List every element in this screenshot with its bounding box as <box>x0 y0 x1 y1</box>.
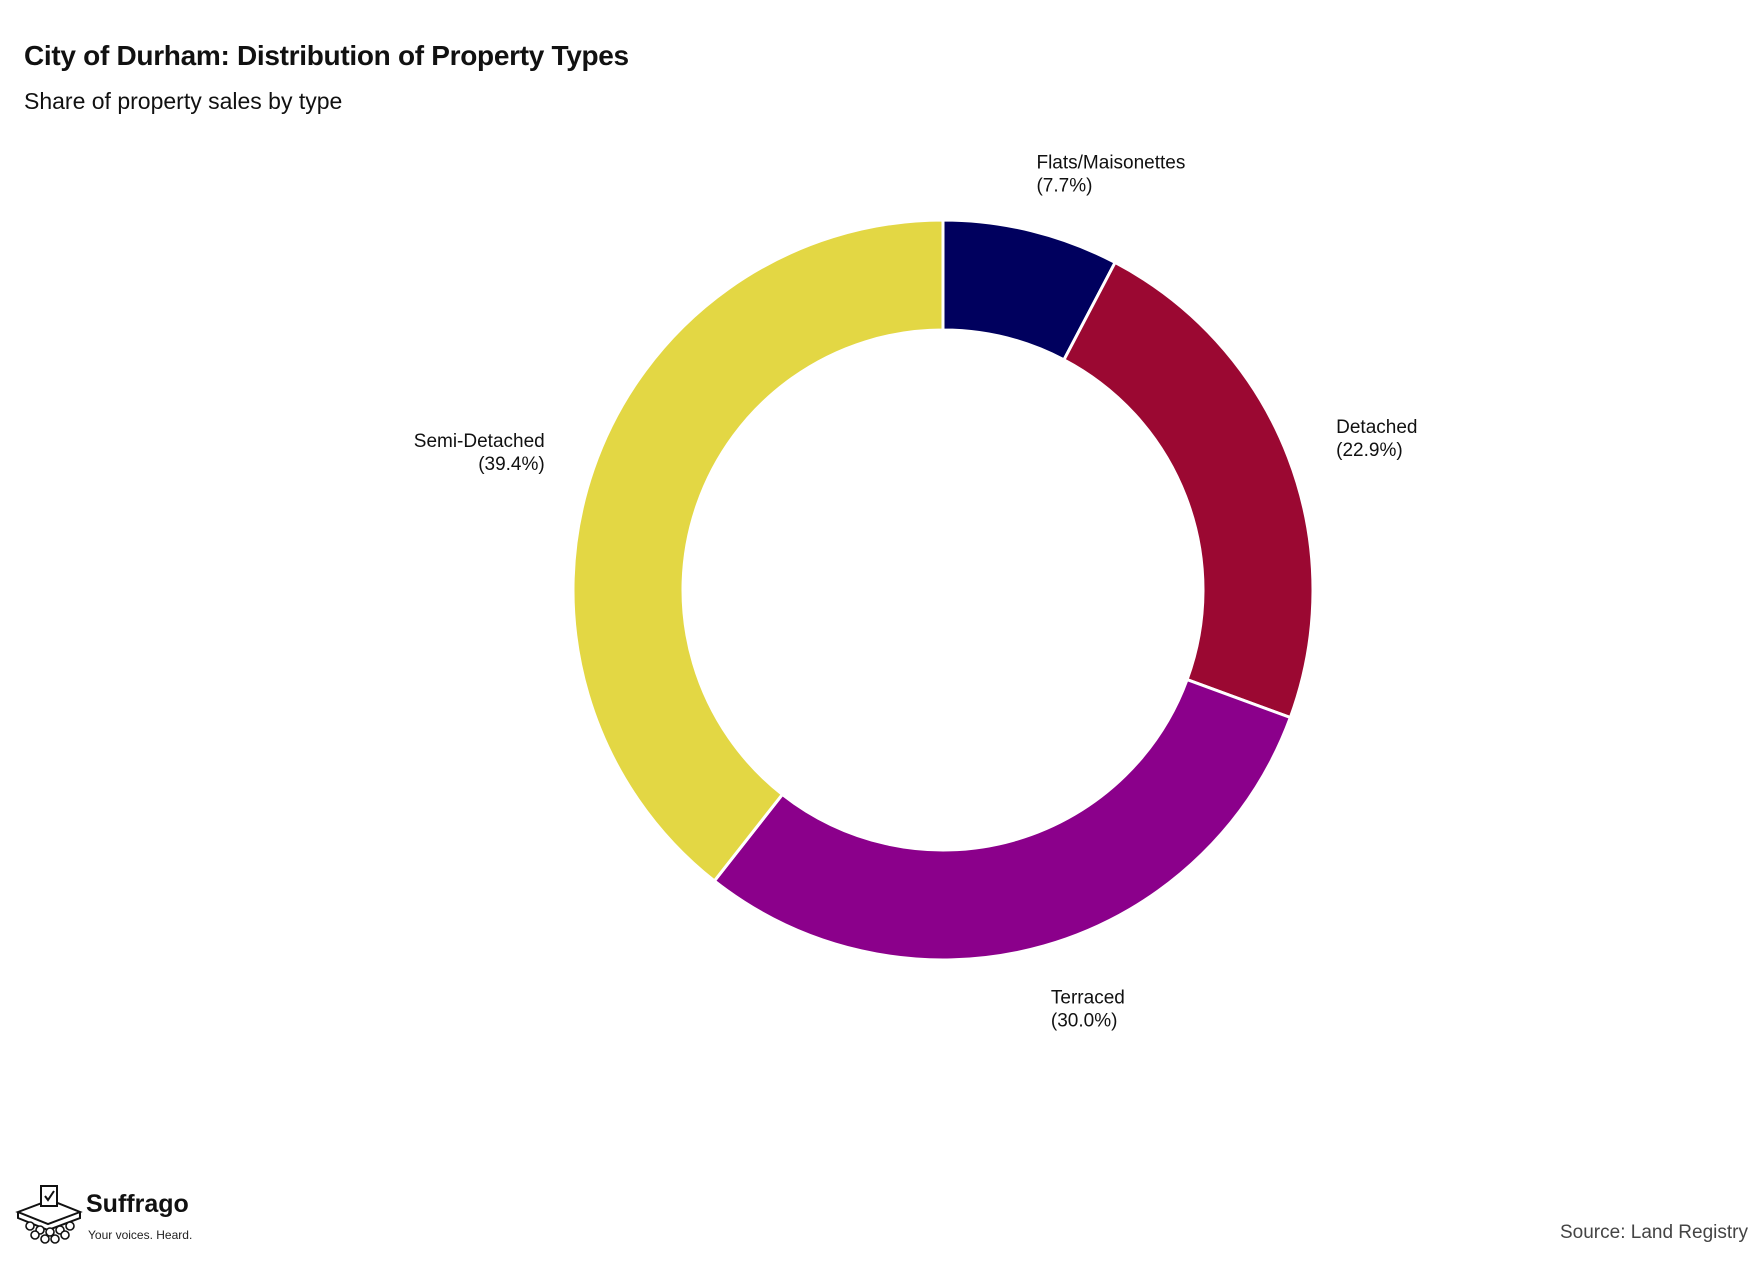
source-note: Source: Land Registry <box>1560 1222 1748 1243</box>
slice-label-name-3: Semi-Detached <box>414 431 545 452</box>
slice-label-pct-1: (22.9%) <box>1336 440 1403 461</box>
chart-title: City of Durham: Distribution of Property… <box>24 40 629 71</box>
brand-tagline: Your voices. Heard. <box>88 1228 193 1242</box>
slice-label-name-1: Detached <box>1336 417 1417 438</box>
slice-label-name-2: Terraced <box>1051 988 1125 1009</box>
slice-label-pct-3: (39.4%) <box>478 454 545 475</box>
slice-label-pct-2: (30.0%) <box>1051 1011 1118 1032</box>
slice-label-pct-0: (7.7%) <box>1036 176 1092 197</box>
donut-slice-semi-detached <box>571 218 945 884</box>
donut-slice-terraced <box>712 677 1293 962</box>
ballot-box-icon <box>15 1185 83 1244</box>
slice-label-name-0: Flats/Maisonettes <box>1036 153 1185 174</box>
slice-labels: Flats/Maisonettes(7.7%) Detached(22.9%) Te… <box>414 153 1418 1032</box>
donut-slices <box>571 218 1315 962</box>
brand-name: Suffrago <box>86 1190 189 1218</box>
chart-subtitle: Share of property sales by type <box>24 88 343 114</box>
donut-slice-detached <box>1061 260 1315 720</box>
